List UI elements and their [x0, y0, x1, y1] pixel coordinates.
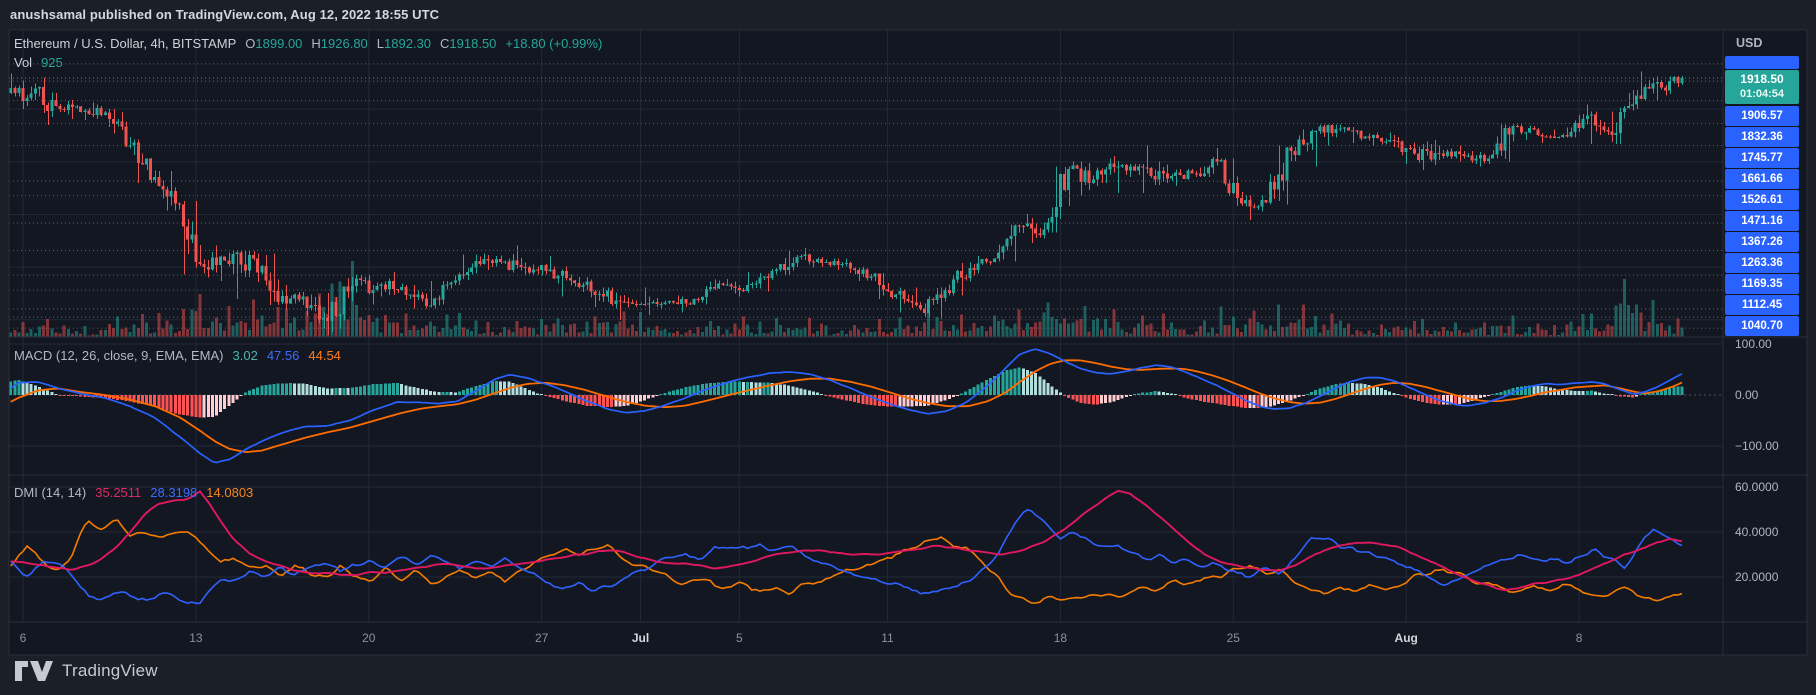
price-level-tag[interactable]: 1745.77	[1725, 148, 1799, 168]
macd-hist-value: 3.02	[232, 348, 258, 363]
dmi-minusdi-value: 14.0803	[206, 485, 254, 500]
price-level-tag[interactable]: 1263.36	[1725, 253, 1799, 273]
tradingview-brand-text: TradingView	[62, 661, 158, 680]
price-level-tag[interactable]: 1169.35	[1725, 274, 1799, 294]
volume-label[interactable]: Vol	[14, 55, 33, 70]
price-level-tag[interactable]: 1367.26	[1725, 232, 1799, 252]
macd-axis-label[interactable]: −100.00	[1735, 439, 1779, 453]
macd-axis-label[interactable]: 100.00	[1735, 337, 1772, 351]
price-level-tag[interactable]: 1906.57	[1725, 106, 1799, 126]
publish-text: anushsamal published on TradingView.com,…	[10, 7, 440, 22]
dmi-plusdi-value: 28.3198	[150, 485, 198, 500]
tradingview-logo-icon	[15, 661, 53, 681]
price-level-tag[interactable]: 1526.61	[1725, 190, 1799, 210]
volume-value: 925	[41, 55, 63, 70]
ohlc-high: H1926.80	[311, 36, 368, 51]
symbol-title[interactable]: Ethereum / U.S. Dollar, 4h, BITSTAMP	[14, 36, 237, 51]
ohlc-open: O1899.00	[245, 36, 303, 51]
macd-axis-label[interactable]: 0.00	[1735, 388, 1759, 402]
time-axis-label-month[interactable]: Aug	[1394, 631, 1418, 645]
ohlc-close: C1918.50	[440, 36, 497, 51]
macd-signal-value: 44.54	[308, 348, 341, 363]
time-axis-label[interactable]: 20	[362, 631, 376, 645]
time-axis-label[interactable]: 6	[19, 631, 27, 645]
dmi-legend: DMI (14, 14) 35.2511 28.3198 14.0803	[14, 485, 253, 500]
dmi-axis-label[interactable]: 20.0000	[1735, 570, 1779, 584]
macd-line-value: 47.56	[266, 348, 300, 363]
time-axis-label[interactable]: 13	[189, 631, 203, 645]
time-axis-label-month[interactable]: Jul	[631, 631, 650, 645]
time-axis-label[interactable]: 18	[1053, 631, 1068, 645]
dmi-axis-label[interactable]: 60.0000	[1735, 480, 1779, 494]
price-level-tag[interactable]: 1112.45	[1725, 295, 1799, 315]
volume-legend: Vol 925	[14, 55, 63, 70]
symbol-legend: Ethereum / U.S. Dollar, 4h, BITSTAMP O18…	[14, 36, 602, 51]
current-price-value: 1918.50	[1740, 72, 1784, 86]
dmi-title[interactable]: DMI (14, 14)	[14, 485, 87, 500]
ohlc-low: L1892.30	[376, 36, 432, 51]
price-level-tag[interactable]: 1471.16	[1725, 211, 1799, 231]
footer-brand[interactable]: TradingView	[14, 660, 158, 682]
time-axis-label[interactable]: 25	[1226, 631, 1240, 645]
macd-title[interactable]: MACD (12, 26, close, 9, EMA, EMA)	[14, 348, 224, 363]
price-axis-currency: USD	[1736, 36, 1763, 50]
publish-bar: anushsamal published on TradingView.com,…	[10, 0, 439, 30]
time-axis-label[interactable]: 11	[881, 631, 894, 645]
price-level-tag[interactable]: 1832.36	[1725, 127, 1799, 147]
current-price-tag[interactable]: 1918.50 01:04:54	[1725, 70, 1799, 104]
price-level-tag[interactable]: 1661.66	[1725, 169, 1799, 189]
time-axis-label[interactable]: 5	[735, 631, 743, 645]
macd-legend: MACD (12, 26, close, 9, EMA, EMA) 3.02 4…	[14, 348, 341, 363]
price-level-tag-hidden[interactable]	[1725, 56, 1799, 69]
dmi-axis-label[interactable]: 40.0000	[1735, 525, 1779, 539]
time-axis-label[interactable]: 27	[535, 631, 549, 645]
time-axis-label[interactable]: 8	[1575, 631, 1583, 645]
change-value: +18.80 (+0.99%)	[505, 36, 603, 51]
bar-countdown: 01:04:54	[1739, 88, 1785, 100]
price-level-tag[interactable]: 1040.70	[1725, 316, 1799, 336]
dmi-adx-value: 35.2511	[95, 485, 142, 500]
